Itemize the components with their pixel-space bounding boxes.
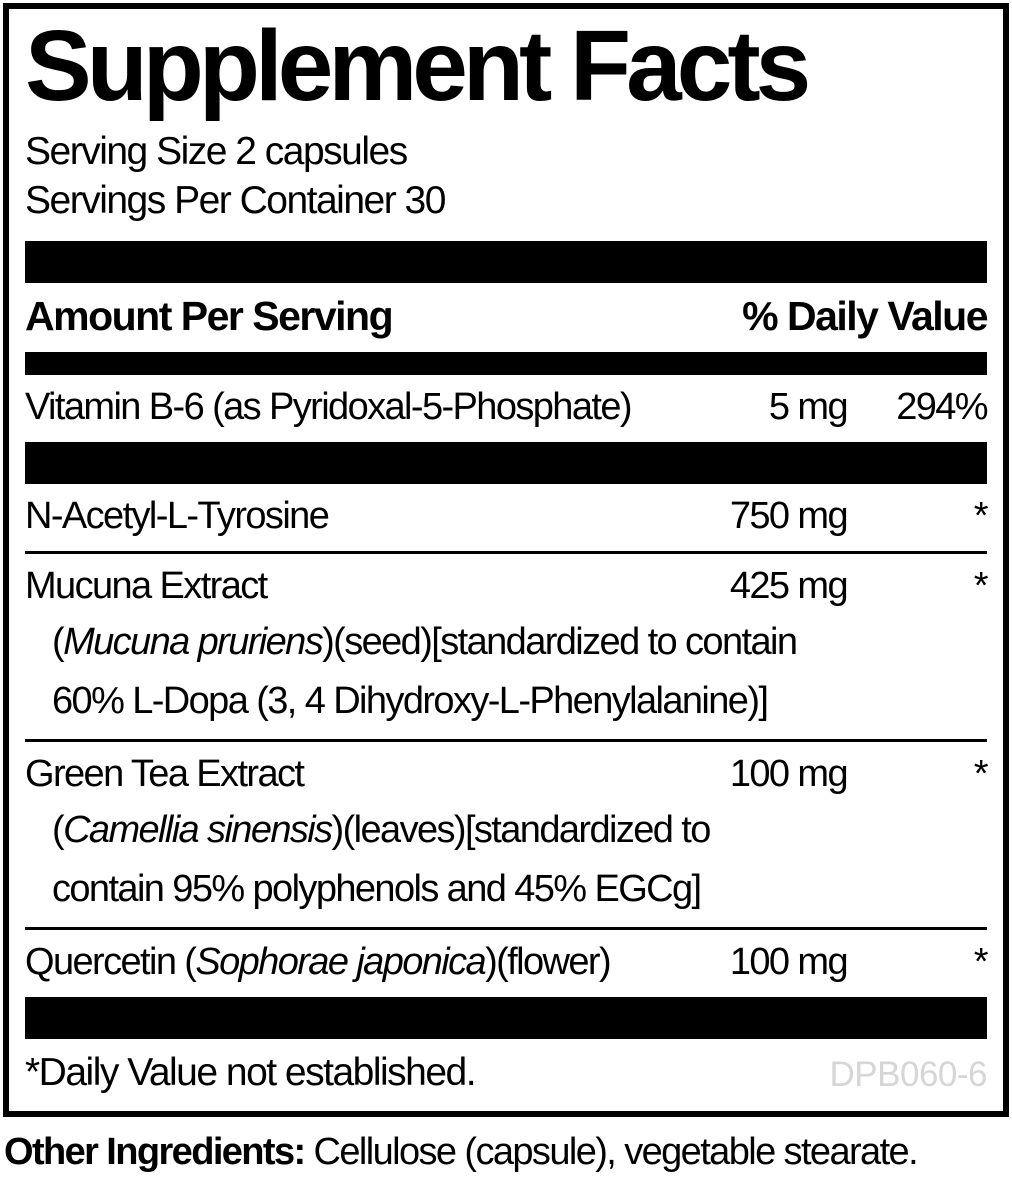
ingredient-detail: 60% L-Dopa (3, 4 Dihydroxy-L-Phenylalani… [25,680,987,739]
text-segment: )(leaves)[standardized to [331,809,712,852]
other-ingredients-text: Cellulose (capsule), vegetable stearate. [304,1131,919,1174]
ingredient-name: N-Acetyl-L-Tyrosine [25,495,697,538]
text-segment: contain 95% polyphenols and 45% EGCg] [52,868,702,911]
latin-name-italic: Mucuna pruriens [63,621,324,664]
ingredient-daily-value: * [973,495,989,538]
ingredient-amount: 750 mg [729,495,849,538]
ingredient-row: N-Acetyl-L-Tyrosine 750 mg * [25,484,989,551]
divider-thick [25,442,987,485]
text-segment: Vitamin B-6 (as Pyridoxal-5-Phosphate) [25,386,633,429]
amount-per-serving-header: Amount Per Serving [25,293,394,340]
latin-name-italic: Sophorae japonica [195,941,486,984]
ingredient-amount: 425 mg [729,565,849,608]
ingredient-row: Mucuna Extract 425 mg * (Mucuna pruriens)(s… [25,551,989,739]
ingredient-detail: (Camellia sinensis)(leaves)[standardized… [25,809,987,868]
ingredient-daily-value: 294% [896,386,988,429]
ingredient-name: Mucuna Extract [25,565,697,608]
text-segment: ( [52,621,65,664]
ingredient-row: Green Tea Extract 100 mg * (Camellia sinens… [25,739,989,927]
ingredient-name: Vitamin B-6 (as Pyridoxal-5-Phosphate) [25,386,697,429]
text-segment: N-Acetyl-L-Tyrosine [25,495,330,538]
ingredient-detail: contain 95% polyphenols and 45% EGCg] [25,868,987,927]
panel-title: Supplement Facts [25,10,811,122]
ingredient-rows-starred: N-Acetyl-L-Tyrosine 750 mg * Mucuna Extract… [25,484,989,997]
ingredient-detail: (Mucuna pruriens)(seed)[standardized to … [25,621,987,680]
text-segment: Mucuna Extract [25,565,268,608]
ingredient-amount: 100 mg [729,941,849,984]
servings-per-container: Servings Per Container 30 [25,179,446,223]
ingredient-row: Quercetin (Sophorae japonica)(flower) 100… [25,927,989,997]
ingredient-daily-value: * [973,753,989,796]
ingredient-row-main: N-Acetyl-L-Tyrosine 750 mg * [25,484,989,551]
ingredient-name: Quercetin (Sophorae japonica)(flower) [25,941,697,984]
latin-name-italic: Camellia sinensis [63,809,333,852]
text-segment: )(flower) [485,941,612,984]
ingredient-name: Green Tea Extract [25,753,697,796]
ingredient-row-main: Mucuna Extract 425 mg * [25,554,989,621]
text-segment: 60% L-Dopa (3, 4 Dihydroxy-L-Phenylalani… [52,680,769,723]
ingredient-amount: 100 mg [729,753,849,796]
divider-medium [25,352,987,376]
text-segment: ( [52,809,65,852]
daily-value-footnote: *Daily Value not established. [25,1051,477,1095]
product-code: DPB060-6 [829,1055,988,1095]
serving-size: Serving Size 2 capsules [25,130,408,173]
ingredient-row-main: Quercetin (Sophorae japonica)(flower) 100… [25,930,989,997]
ingredient-row: Vitamin B-6 (as Pyridoxal-5-Phosphate) 5 … [25,375,989,442]
divider-thick [25,241,987,284]
supplement-facts-panel: Supplement Facts Serving Size 2 capsules… [3,3,1009,1118]
text-segment: Quercetin ( [25,941,197,984]
other-ingredients: Other Ingredients: Cellulose (capsule), … [0,1117,1012,1174]
ingredient-daily-value: * [973,941,989,984]
other-ingredients-label: Other Ingredients: [4,1131,306,1174]
ingredient-row-main: Vitamin B-6 (as Pyridoxal-5-Phosphate) 5 … [25,375,989,442]
ingredient-amount: 5 mg [768,386,849,429]
text-segment: )(seed)[standardized to contain [322,621,798,664]
ingredient-row-main: Green Tea Extract 100 mg * [25,742,989,809]
footnote-row: *Daily Value not established. DPB060-6 [25,1039,988,1111]
column-header-row: Amount Per Serving % Daily Value [25,283,988,352]
ingredient-rows-daily-value: Vitamin B-6 (as Pyridoxal-5-Phosphate) 5 … [25,375,989,442]
divider-thick [25,997,987,1040]
ingredient-daily-value: * [973,565,989,608]
daily-value-header: % Daily Value [742,293,988,340]
text-segment: Green Tea Extract [25,753,305,796]
